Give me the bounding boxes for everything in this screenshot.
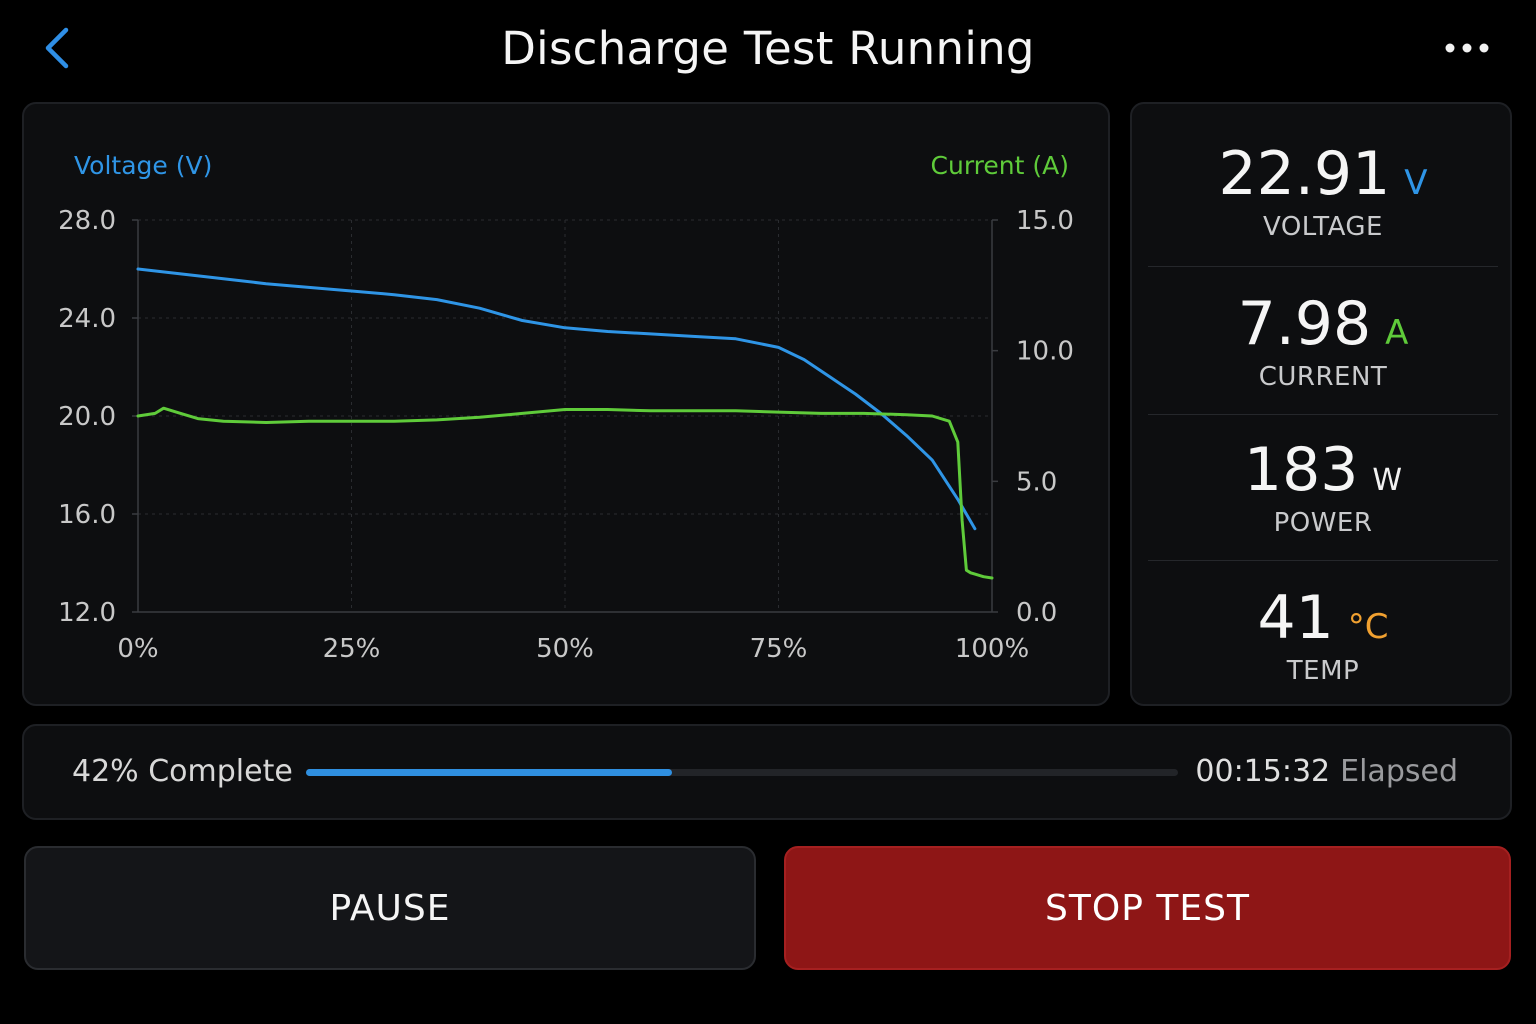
y-left-tick-label: 28.0 <box>58 206 116 236</box>
voltage-stat: 22.91 V VOLTAGE <box>1148 144 1498 242</box>
stop-test-button[interactable]: STOP TEST <box>784 846 1511 970</box>
power-label: POWER <box>1273 508 1373 538</box>
stats-panel: 22.91 V VOLTAGE 7.98 A CURRENT 183 W POWER … <box>1130 102 1512 706</box>
y-right-tick-label: 10.0 <box>1016 337 1074 367</box>
temp-stat: 41 °C TEMP <box>1148 588 1498 686</box>
y-left-tick-label: 12.0 <box>58 598 116 628</box>
current-unit: A <box>1385 313 1409 353</box>
progress-bar <box>306 769 1178 776</box>
current-label: CURRENT <box>1258 362 1388 392</box>
x-tick-label: 0% <box>117 634 158 664</box>
x-tick-label: 50% <box>536 634 594 664</box>
voltage-label: VOLTAGE <box>1263 212 1383 242</box>
stat-divider <box>1148 266 1498 267</box>
y-left-tick-label: 24.0 <box>58 304 116 334</box>
page-title: Discharge Test Running <box>501 22 1035 75</box>
temp-unit: °C <box>1347 607 1389 647</box>
progress-panel: 42% Complete 00:15:32 Elapsed <box>22 724 1512 820</box>
current-stat: 7.98 A CURRENT <box>1148 294 1498 392</box>
temp-value: 41 <box>1257 583 1334 653</box>
y-right-tick-label: 5.0 <box>1016 467 1057 497</box>
current-axis-label: Current (A) <box>931 151 1069 180</box>
y-right-tick-label: 15.0 <box>1016 206 1074 236</box>
y-left-tick-label: 20.0 <box>58 402 116 432</box>
voltage-unit: V <box>1404 163 1428 203</box>
stat-divider <box>1148 414 1498 415</box>
discharge-chart: Voltage (V) Current (A) 28.0 24.0 20.0 16.0 12… <box>58 151 1074 664</box>
progress-label: 42% Complete <box>72 754 293 789</box>
current-value: 7.98 <box>1237 289 1372 359</box>
y-right-tick-label: 0.0 <box>1016 598 1057 628</box>
more-horizontal-icon[interactable] <box>1440 30 1496 66</box>
x-tick-label: 100% <box>955 634 1029 664</box>
chart-panel: Voltage (V) Current (A) 28.0 24.0 20.0 16.0 12… <box>22 102 1110 706</box>
voltage-value: 22.91 <box>1218 139 1391 209</box>
voltage-axis-label: Voltage (V) <box>74 151 212 180</box>
x-tick-label: 25% <box>323 634 381 664</box>
temp-label: TEMP <box>1286 656 1360 686</box>
x-tick-label: 75% <box>750 634 808 664</box>
progress-fill <box>306 769 673 776</box>
chevron-left-icon[interactable] <box>36 24 80 72</box>
stat-divider <box>1148 560 1498 561</box>
current-series-line <box>136 406 994 580</box>
voltage-series-line <box>136 267 977 531</box>
pause-button[interactable]: PAUSE <box>24 846 756 970</box>
power-stat: 183 W POWER <box>1148 440 1498 538</box>
elapsed-time: 00:15:32 Elapsed <box>1195 754 1458 789</box>
elapsed-label: Elapsed <box>1340 754 1458 789</box>
power-value: 183 <box>1243 435 1359 505</box>
power-unit: W <box>1372 463 1403 498</box>
elapsed-value: 00:15:32 <box>1195 754 1331 789</box>
y-left-tick-label: 16.0 <box>58 500 116 530</box>
header-bar: Discharge Test Running <box>0 0 1536 100</box>
